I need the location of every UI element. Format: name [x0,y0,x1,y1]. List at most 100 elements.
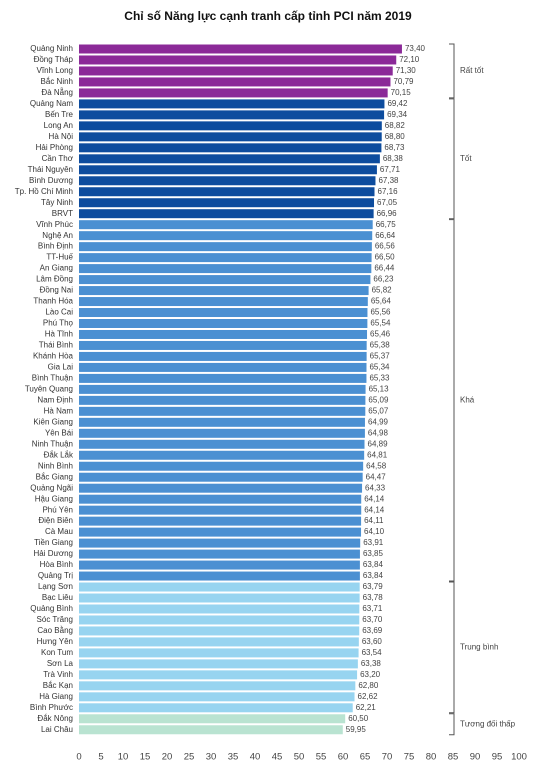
bar [79,275,371,285]
category-label: Sơn La [47,659,74,668]
category-label: Quảng Bình [30,604,73,613]
x-tick-label: 20 [162,752,173,763]
bar [79,461,364,471]
x-tick-label: 70 [382,752,393,763]
category-label: Bến Tre [45,110,74,119]
value-label: 66,44 [374,264,395,273]
value-label: 64,14 [364,494,385,503]
bar [79,99,385,109]
value-label: 62,62 [358,692,379,701]
category-label: Bắc Giang [36,472,73,481]
value-label: 64,47 [366,472,387,481]
category-label: Yên Bái [45,428,73,437]
group-label: Rất tốt [460,66,484,75]
bar [79,582,360,592]
value-label: 72,10 [399,55,420,64]
value-label: 65,34 [369,363,390,372]
bar [79,198,375,208]
bar [79,209,374,219]
category-label: Tp. Hồ Chí Minh [15,187,73,196]
category-label: Ninh Thuận [32,439,73,448]
chart-title: Chỉ số Năng lực cạnh tranh cấp tỉnh PCI … [124,9,412,23]
category-label: Bình Phước [30,703,73,712]
category-label: Cao Bằng [37,626,73,635]
bar [79,725,343,735]
bar [79,55,397,65]
category-label: Quảng Ninh [30,44,73,53]
value-label: 63,38 [361,659,382,668]
bar [79,615,360,625]
bar [79,187,375,197]
category-label: Hải Phòng [36,143,73,152]
value-label: 68,38 [383,154,404,163]
value-label: 68,80 [385,132,406,141]
value-label: 63,71 [362,604,383,613]
category-label: Quảng Ngãi [30,483,73,492]
bar [79,165,377,175]
value-label: 66,75 [376,220,397,229]
bar [79,121,382,131]
value-label: 65,33 [369,374,390,383]
value-label: 63,79 [363,582,384,591]
bar [79,351,367,361]
bar [79,670,358,680]
value-label: 68,73 [384,143,405,152]
x-tick-label: 15 [140,752,151,763]
x-tick-label: 30 [206,752,217,763]
category-label: Thanh Hóa [33,297,73,306]
value-label: 66,23 [373,275,394,284]
bar [79,154,380,164]
category-label: Hà Tĩnh [45,330,73,339]
value-label: 63,91 [363,538,384,547]
category-label: Kon Tum [41,648,73,657]
value-label: 66,96 [377,209,398,218]
value-label: 63,69 [362,626,383,635]
bar [79,110,385,120]
group-bracket [449,219,455,582]
value-label: 64,98 [368,428,389,437]
category-label: Lâm Đồng [36,275,73,284]
value-label: 65,64 [371,297,392,306]
category-label: Bắc Ninh [41,77,73,86]
value-label: 63,20 [360,670,381,679]
value-label: 67,05 [377,198,398,207]
bar [79,417,365,427]
category-label: Vĩnh Phúc [36,220,73,229]
bar [79,88,388,98]
value-label: 63,84 [363,560,384,569]
x-tick-label: 100 [511,752,527,763]
category-label: Hà Nội [49,132,74,141]
value-label: 64,10 [364,527,385,536]
category-label: Đồng Tháp [34,55,74,64]
x-tick-label: 40 [250,752,261,763]
value-label: 64,89 [368,439,389,448]
category-label: Bình Thuận [32,374,73,383]
group-bracket [449,43,455,99]
value-label: 59,95 [346,725,367,734]
bar [79,538,361,548]
category-label: Hậu Giang [35,494,73,503]
value-label: 65,54 [370,319,391,328]
group-bracket [449,713,455,736]
bar [79,66,393,76]
value-label: 63,84 [363,571,384,580]
x-tick-label: 90 [470,752,481,763]
value-label: 65,38 [370,341,391,350]
bar [79,373,367,383]
bar [79,571,360,581]
value-label: 67,38 [378,176,399,185]
bar [79,604,360,614]
bar [79,132,382,142]
value-label: 66,50 [375,253,396,262]
value-label: 70,79 [393,77,414,86]
value-label: 67,71 [380,165,401,174]
category-label: Tây Ninh [41,198,73,207]
category-label: Hòa Bình [40,560,73,569]
group-label: Trung bình [460,643,498,652]
category-label: Nam Định [37,395,73,404]
category-label: Đồng Nai [40,286,74,295]
category-label: Quảng Trị [38,571,73,580]
bar [79,626,360,636]
x-tick-label: 65 [360,752,371,763]
